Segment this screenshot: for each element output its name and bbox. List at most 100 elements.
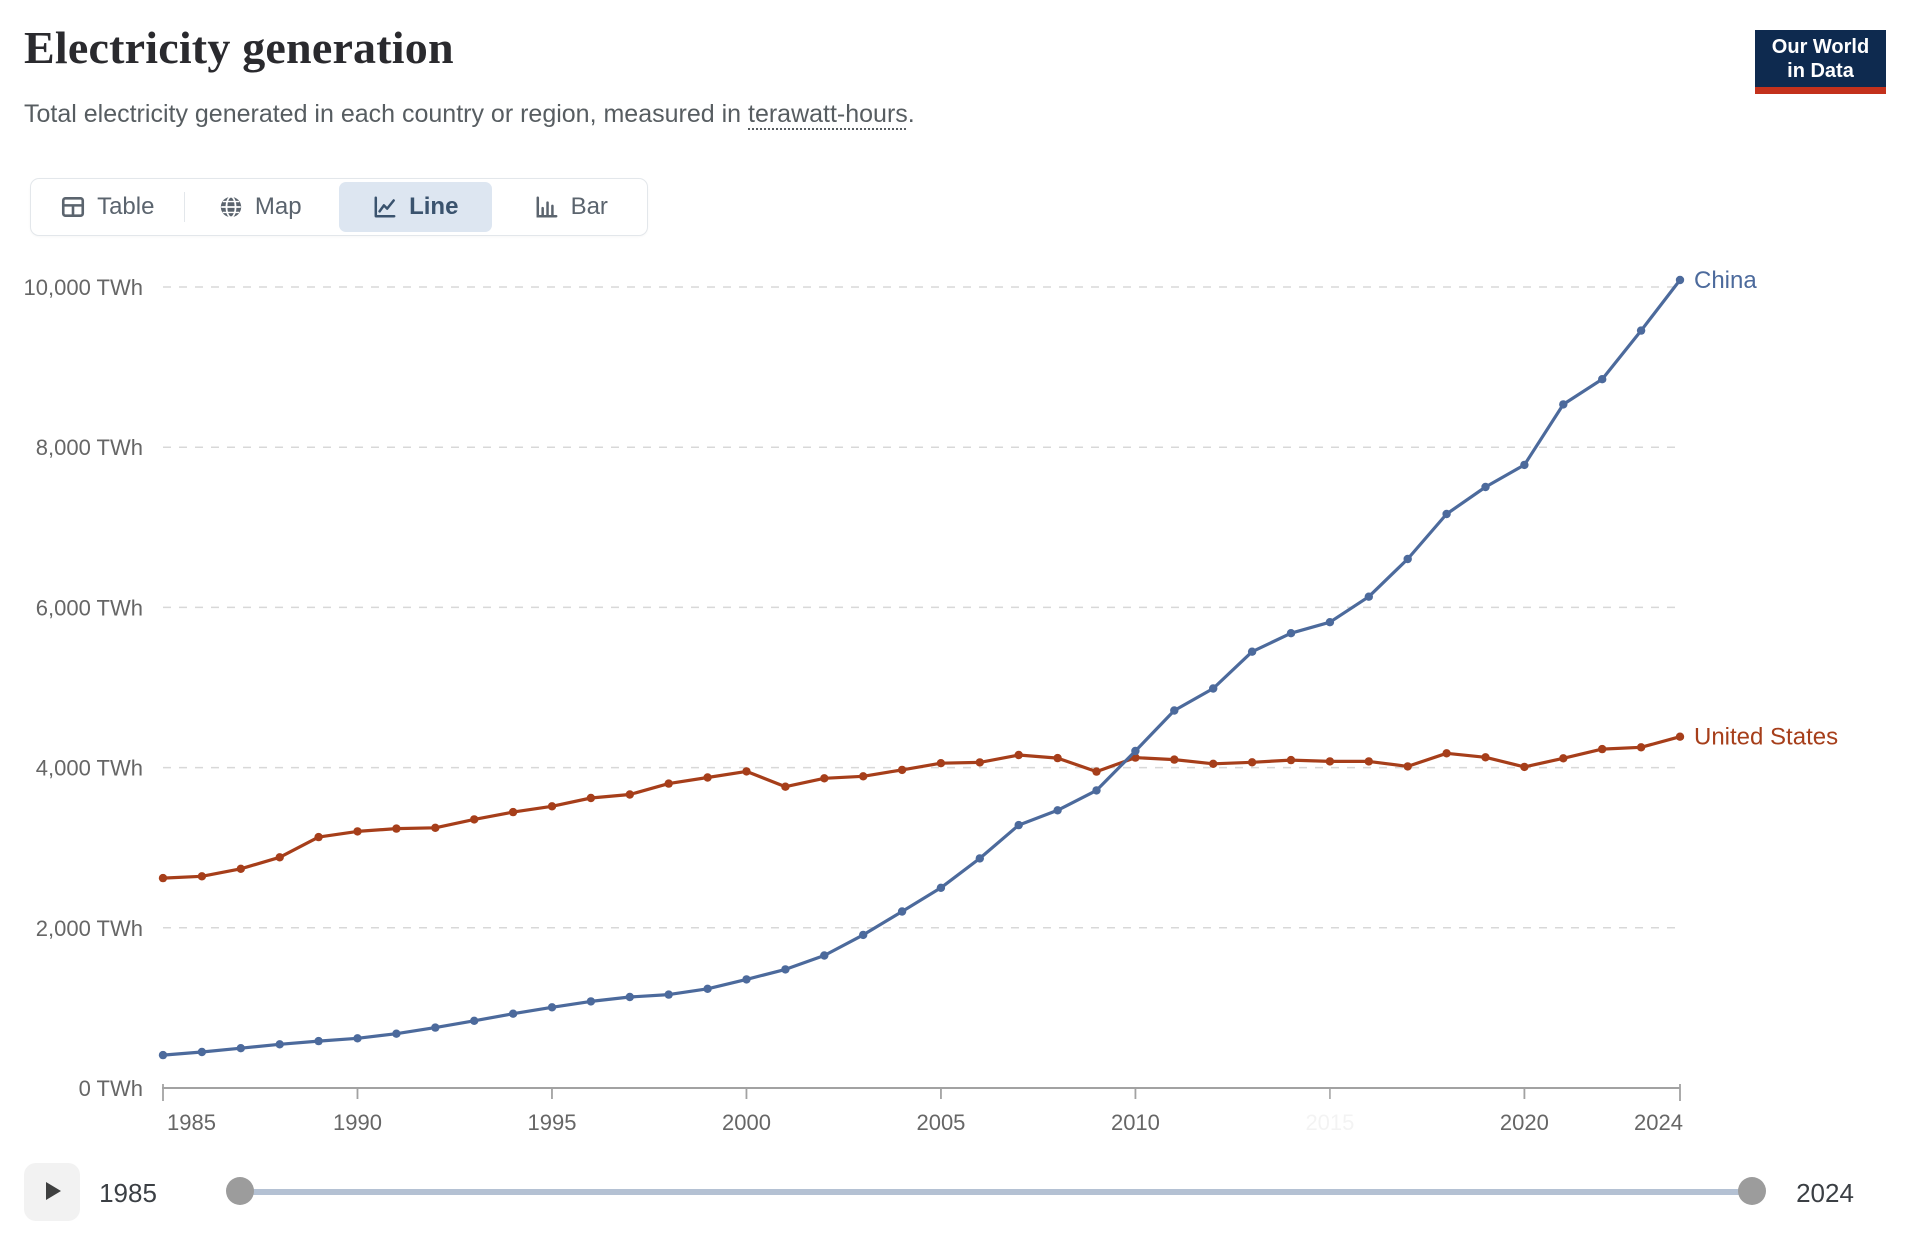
data-point-china[interactable] — [1520, 460, 1529, 470]
tab-table[interactable]: Table — [31, 182, 184, 232]
data-point-china[interactable] — [392, 1029, 401, 1038]
data-point-united-states[interactable] — [275, 853, 284, 862]
data-point-united-states[interactable] — [1131, 753, 1140, 762]
data-point-china[interactable] — [1325, 618, 1335, 627]
data-point-united-states[interactable] — [781, 782, 790, 791]
data-point-united-states[interactable] — [1247, 758, 1257, 767]
series-line-united-states[interactable] — [161, 735, 1682, 880]
data-point-china[interactable] — [664, 990, 673, 999]
data-point-united-states[interactable] — [158, 873, 168, 883]
tab-line[interactable]: Line — [339, 182, 492, 232]
data-point-united-states[interactable] — [1403, 762, 1412, 771]
page-title: Electricity generation — [24, 22, 454, 73]
data-point-china[interactable] — [547, 1003, 557, 1012]
data-point-united-states[interactable] — [820, 774, 829, 783]
data-point-china[interactable] — [1442, 509, 1451, 519]
data-point-china[interactable] — [1598, 375, 1607, 384]
data-point-china[interactable] — [1675, 275, 1685, 285]
timeline-track[interactable] — [240, 1189, 1752, 1195]
data-point-china[interactable] — [353, 1034, 362, 1043]
data-point-china[interactable] — [1364, 592, 1374, 601]
data-point-china[interactable] — [508, 1009, 518, 1018]
data-point-united-states[interactable] — [1442, 749, 1451, 758]
data-point-united-states[interactable] — [470, 815, 479, 824]
data-point-united-states[interactable] — [1209, 759, 1218, 768]
play-button[interactable] — [24, 1163, 80, 1221]
data-point-united-states[interactable] — [897, 765, 907, 775]
data-point-china[interactable] — [1247, 647, 1257, 656]
tab-map[interactable]: Map — [183, 182, 337, 232]
data-point-united-states[interactable] — [1092, 767, 1101, 776]
data-point-china[interactable] — [975, 854, 984, 863]
data-point-united-states[interactable] — [664, 779, 673, 788]
y-axis-tick-label: 10,000 TWh — [24, 275, 143, 300]
data-point-united-states[interactable] — [859, 772, 868, 781]
data-point-united-states[interactable] — [197, 872, 207, 881]
data-point-china[interactable] — [1092, 786, 1101, 795]
data-point-china[interactable] — [742, 975, 751, 984]
data-point-united-states[interactable] — [936, 759, 946, 768]
data-point-china[interactable] — [1636, 326, 1646, 335]
data-point-united-states[interactable] — [742, 767, 751, 776]
data-point-united-states[interactable] — [547, 802, 557, 811]
data-point-united-states[interactable] — [703, 773, 712, 782]
data-point-china[interactable] — [1559, 400, 1568, 409]
data-point-china[interactable] — [897, 907, 907, 916]
start-year-handle[interactable] — [226, 1177, 254, 1205]
data-point-united-states[interactable] — [1598, 744, 1607, 754]
data-point-china[interactable] — [1209, 684, 1218, 693]
data-point-china[interactable] — [1286, 629, 1296, 638]
data-point-united-states[interactable] — [586, 793, 596, 803]
data-point-china[interactable] — [236, 1044, 245, 1053]
data-point-china[interactable] — [703, 984, 712, 993]
data-point-china[interactable] — [431, 1023, 440, 1032]
data-point-china[interactable] — [625, 992, 634, 1002]
data-point-united-states[interactable] — [1014, 750, 1023, 760]
timeline-end-year: 2024 — [1796, 1178, 1854, 1208]
data-point-united-states[interactable] — [1286, 755, 1296, 765]
series-label-china[interactable]: China — [1694, 267, 1757, 294]
x-axis-tick-label: 2020 — [1500, 1110, 1549, 1135]
series-line-china[interactable] — [161, 278, 1682, 1057]
series-label-united-states[interactable]: United States — [1694, 724, 1838, 751]
data-point-united-states[interactable] — [1559, 754, 1568, 763]
data-point-china[interactable] — [1481, 482, 1490, 492]
data-point-united-states[interactable] — [431, 823, 440, 832]
data-point-china[interactable] — [859, 930, 868, 940]
data-point-united-states[interactable] — [1520, 762, 1529, 772]
data-point-united-states[interactable] — [1675, 732, 1685, 741]
data-point-china[interactable] — [1170, 706, 1179, 715]
owid-logo[interactable]: Our World in Data — [1755, 30, 1886, 94]
data-point-united-states[interactable] — [353, 827, 362, 836]
data-point-united-states[interactable] — [314, 832, 323, 842]
data-point-united-states[interactable] — [625, 790, 634, 799]
data-point-united-states[interactable] — [1636, 743, 1646, 752]
data-point-china[interactable] — [1131, 746, 1140, 756]
data-point-china[interactable] — [1053, 806, 1062, 815]
data-point-china[interactable] — [275, 1040, 284, 1049]
data-point-united-states[interactable] — [975, 758, 984, 767]
tab-bar[interactable]: Bar — [495, 182, 648, 232]
data-point-china[interactable] — [197, 1047, 207, 1057]
timeline-slider — [226, 1170, 1766, 1214]
data-point-united-states[interactable] — [1481, 753, 1490, 762]
data-point-united-states[interactable] — [1325, 757, 1335, 766]
data-point-china[interactable] — [314, 1036, 323, 1046]
data-point-united-states[interactable] — [1170, 755, 1179, 764]
end-year-handle[interactable] — [1738, 1177, 1766, 1205]
data-point-china[interactable] — [158, 1050, 168, 1060]
data-point-china[interactable] — [470, 1016, 479, 1025]
data-point-china[interactable] — [1403, 554, 1412, 564]
data-point-united-states[interactable] — [1364, 757, 1374, 766]
data-point-china[interactable] — [1014, 820, 1023, 830]
data-point-china[interactable] — [820, 951, 829, 960]
data-point-china[interactable] — [781, 965, 790, 974]
data-point-china[interactable] — [586, 997, 596, 1006]
terawatt-hours-link[interactable]: terawatt-hours — [748, 100, 908, 128]
data-point-china[interactable] — [936, 883, 946, 892]
data-point-united-states[interactable] — [508, 807, 518, 817]
data-point-united-states[interactable] — [1053, 753, 1062, 763]
data-point-united-states[interactable] — [236, 864, 245, 873]
data-point-united-states[interactable] — [392, 824, 401, 833]
